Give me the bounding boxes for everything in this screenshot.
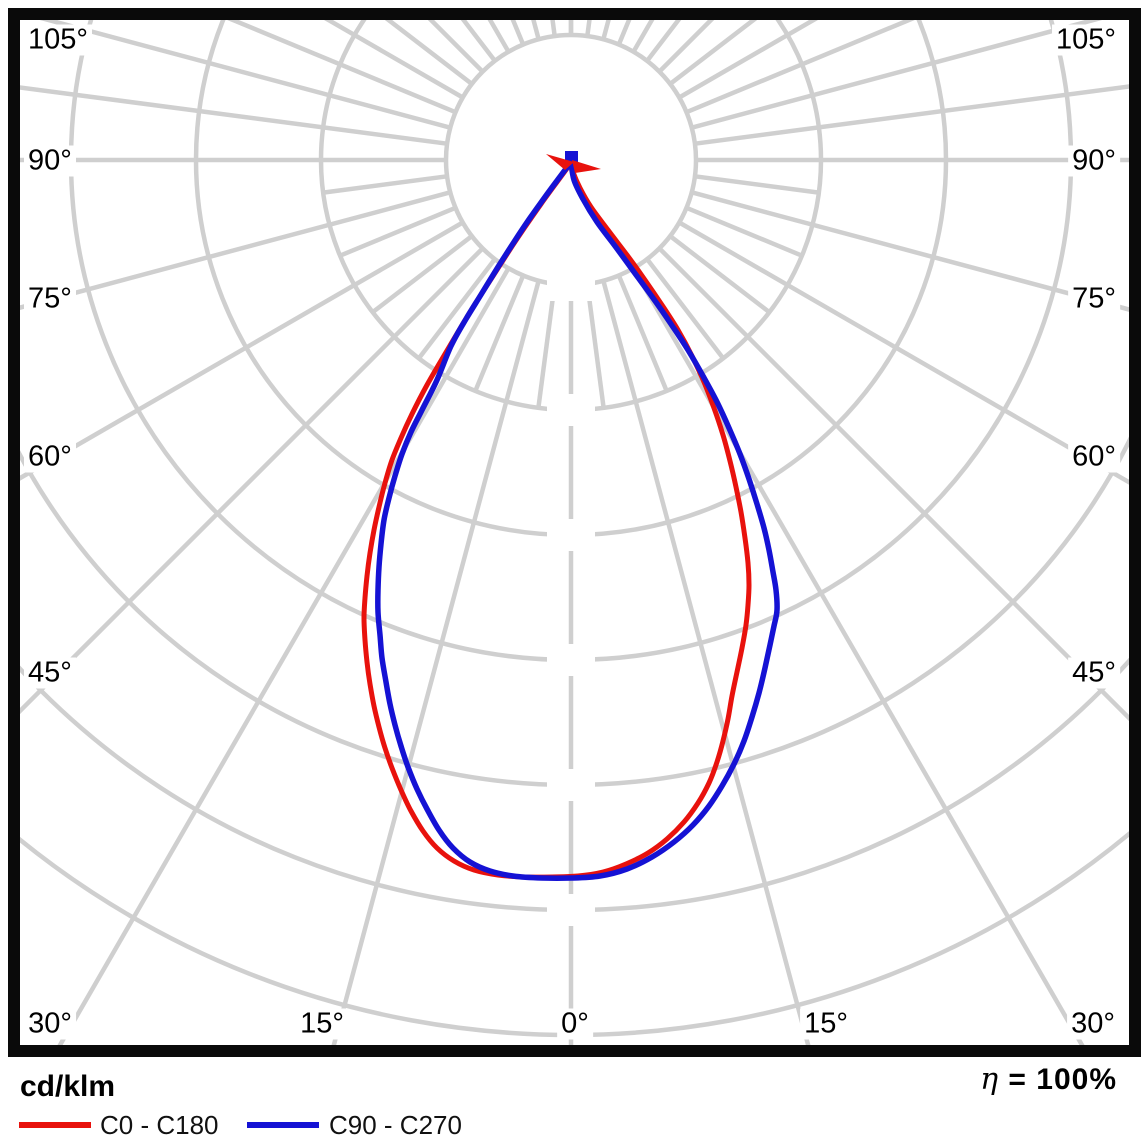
polar-grid-ray: [322, 174, 448, 195]
polar-grid-ray: [39, 20, 451, 130]
polar-grid-ray: [601, 280, 811, 1045]
polar-grid-ray: [20, 190, 451, 310]
polar-grid-ray: [678, 220, 1129, 485]
legend-line-c90-c270: [247, 1122, 319, 1128]
polar-grid-ray: [691, 20, 1103, 130]
polar-grid-ray: [616, 274, 669, 392]
blank-value-box: [547, 894, 595, 926]
blank-value-box: [547, 269, 595, 301]
angle-label-left: 90°: [24, 145, 76, 177]
polar-grid-ray: [685, 205, 803, 258]
polar-grid-ray: [645, 257, 725, 360]
polar-grid-ray: [20, 220, 464, 481]
eta-symbol: η: [980, 1062, 1000, 1097]
polar-grid-ray: [417, 257, 497, 360]
plot-border: [8, 8, 1141, 1057]
legend-label-c90-c270: C90 - C270: [329, 1110, 462, 1140]
legend-line-c0-c180: [19, 1122, 91, 1128]
angle-label-left: 45°: [24, 657, 76, 689]
angle-label-right: 60°: [1068, 441, 1120, 473]
blank-value-box: [547, 394, 595, 426]
polar-grid-ray: [20, 246, 485, 715]
angle-label-bottom: 30°: [24, 1008, 76, 1040]
polar-grid-ray: [657, 246, 1129, 722]
polar-grid-ray: [473, 274, 526, 392]
polar-grid-ray: [585, 283, 606, 409]
angle-label-left: 105°: [24, 24, 92, 56]
angle-label-right: 45°: [1068, 657, 1120, 689]
blank-value-box: [547, 644, 595, 676]
angle-label-right: 90°: [1068, 145, 1120, 177]
curve-c90-c270: [375, 159, 780, 881]
efficiency-label: η = 100%: [980, 1062, 1117, 1097]
origin-red-spike-left: [546, 154, 574, 170]
origin-blue-marker: [565, 151, 578, 163]
polar-grid-ray: [691, 190, 1129, 312]
units-label: cd/klm: [20, 1070, 116, 1103]
polar-grid-ray: [57, 267, 511, 1045]
angle-label-left: 60°: [24, 441, 76, 473]
angle-label-bottom: 15°: [800, 1008, 852, 1040]
angle-label-right: 105°: [1052, 24, 1120, 56]
legend-label-c0-c180: C0 - C180: [100, 1110, 219, 1140]
polar-grid-ray: [331, 280, 541, 1045]
origin-red-spike-right: [572, 160, 601, 173]
polar-grid-ray: [631, 267, 1085, 1045]
angle-label-bottom: 0°: [557, 1008, 593, 1040]
polar-grid-ray: [20, 85, 448, 146]
blank-value-box: [547, 519, 595, 551]
polar-grid-ray: [694, 174, 820, 195]
polar-grid-ray: [371, 234, 474, 314]
angle-label-right: 75°: [1068, 283, 1120, 315]
blank-value-box: [547, 769, 595, 801]
efficiency-value: = 100%: [999, 1063, 1117, 1096]
angle-label-bottom: 15°: [296, 1008, 348, 1040]
polar-grid-ray: [536, 283, 557, 409]
angle-label-left: 75°: [24, 283, 76, 315]
angle-label-bottom: 30°: [1067, 1008, 1119, 1040]
polar-grid-ray: [694, 84, 1129, 146]
polar-grid-ray: [685, 20, 915, 115]
polar-grid-ray: [339, 205, 457, 258]
polar-grid-ray: [668, 234, 771, 314]
polar-grid-ray: [227, 20, 457, 115]
